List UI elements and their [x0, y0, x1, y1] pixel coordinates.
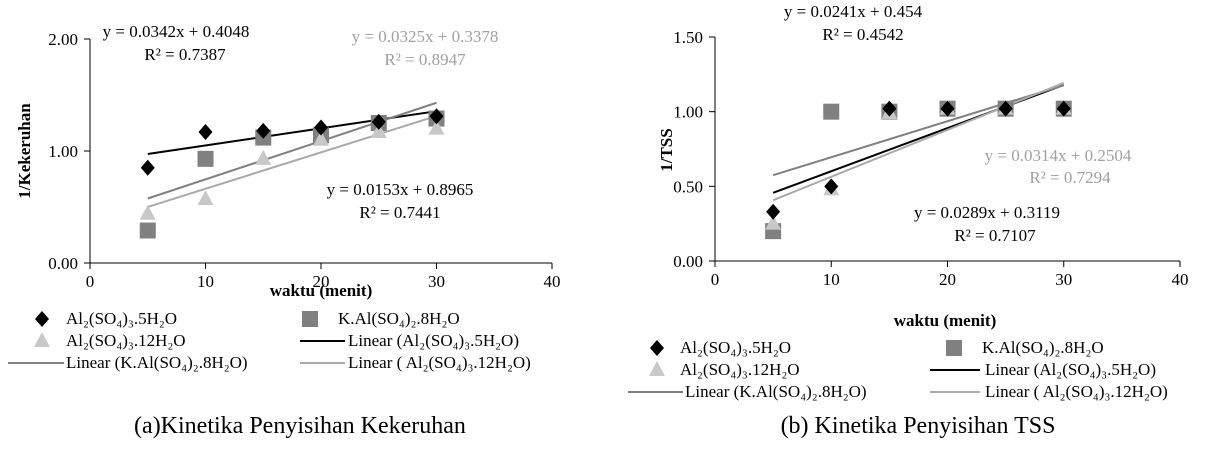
trendline-al12: [147, 115, 437, 208]
y-tick-label: 0.00: [673, 252, 703, 271]
legend-label-linear-k8: Linear (K.Al(SO₄)₂.8H₂O): [66, 353, 248, 372]
y-tick-label: 0.50: [673, 177, 703, 196]
x-axis-title: waktu (menit): [894, 311, 996, 330]
point-al5: [1056, 100, 1071, 117]
equation-al5: y = 0.0153x + 0.8965: [327, 180, 474, 199]
equation-k8: y = 0.0342x + 0.4048: [103, 22, 250, 41]
x-tick-label: 0: [711, 270, 720, 289]
equation-k8: y = 0.0241x + 0.454: [784, 2, 923, 21]
legend-label-al5: Al₂(SO₄)₃.5H₂O: [680, 338, 791, 357]
x-tick-label: 0: [86, 272, 95, 291]
point-al5: [998, 100, 1013, 117]
legend-label-linear-al12: Linear ( Al₂(SO₄)₃.12H₂O): [348, 353, 531, 372]
r-squared-al12: R² = 0.8947: [384, 50, 466, 69]
legend-label-linear-al5: Linear (Al₂(SO₄)₃.5H₂O): [348, 331, 519, 350]
point-al5: [824, 178, 839, 195]
r-squared-k8: R² = 0.4542: [822, 25, 903, 44]
point-k8: [197, 150, 214, 167]
r-squared-al5: R² = 0.7107: [954, 226, 1036, 245]
legend-label-al5: Al₂(SO₄)₃.5H₂O: [66, 309, 177, 328]
equation-al12: y = 0.0314x + 0.2504: [985, 146, 1132, 165]
legend-marker-al12: [649, 361, 665, 376]
chart-tss: 0 10 20 30 40 0.00 0.50 1.00 1.50 waktu (menit) 1/…: [628, 2, 1189, 439]
trendline-al12: [772, 82, 1065, 202]
x-tick-label: 20: [313, 272, 330, 291]
chart-kekeruhan: 0 10 20 30 40 0.00 1.00 2.00 waktu (menit) 1/Keke…: [8, 22, 561, 439]
point-al5: [766, 203, 781, 220]
point-al12: [428, 119, 445, 135]
point-al12: [313, 130, 329, 146]
y-tick-label: 1.00: [48, 142, 78, 161]
legend-marker-al5: [650, 340, 664, 356]
equation-al12: y = 0.0325x + 0.3378: [352, 27, 499, 46]
legend-label-al12: Al₂(SO₄)₃.12H₂O: [66, 331, 186, 350]
trendline-k8: [772, 84, 1065, 177]
x-tick-label: 30: [428, 272, 445, 291]
point-al12: [765, 214, 782, 230]
point-al5: [198, 123, 213, 140]
equation-al5: y = 0.0289x + 0.3119: [914, 203, 1060, 222]
point-al5: [371, 113, 386, 130]
legend: Al₂(SO₄)₃.5H₂O K.Al(SO₄)₂.8H₂O Al₂(SO₄)₃.…: [8, 309, 531, 372]
x-tick-label: 40: [544, 272, 561, 291]
y-tick-label: 1.00: [673, 103, 703, 122]
y-tick-label: 2.00: [48, 30, 78, 49]
point-al12: [370, 122, 387, 138]
point-al5: [140, 159, 155, 176]
x-tick-label: 10: [823, 270, 840, 289]
point-al5: [882, 100, 897, 117]
x-tick-label: 20: [939, 270, 956, 289]
x-tick-label: 10: [197, 272, 214, 291]
r-squared-al5: R² = 0.7441: [359, 203, 440, 222]
x-tick-label: 30: [1055, 270, 1072, 289]
legend-label-linear-al12: Linear ( Al₂(SO₄)₃.12H₂O): [985, 382, 1168, 401]
x-tick-label: 40: [1172, 270, 1189, 289]
point-al5: [429, 108, 444, 125]
legend-label-k8: K.Al(SO₄)₂.8H₂O: [338, 309, 460, 328]
legend-label-linear-al5: Linear (Al₂(SO₄)₃.5H₂O): [985, 360, 1156, 379]
legend-marker-al5: [35, 311, 49, 327]
y-tick-label: 0.00: [48, 254, 78, 273]
r-squared-k8: R² = 0.7387: [144, 45, 226, 64]
legend-label-k8: K.Al(SO₄)₂.8H₂O: [982, 338, 1104, 357]
r-squared-al12: R² = 0.7294: [1029, 168, 1111, 187]
chart-caption: (b) Kinetika Penyisihan TSS: [781, 413, 1056, 439]
y-axis-title: 1/Kekeruhan: [15, 103, 34, 199]
point-al5: [314, 119, 328, 136]
legend-label-al12: Al₂(SO₄)₃.12H₂O: [680, 360, 800, 379]
point-k8: [823, 103, 840, 120]
trendline-k8: [147, 101, 437, 200]
legend-label-linear-k8: Linear (K.Al(SO₄)₂.8H₂O): [685, 382, 867, 401]
point-al5: [256, 122, 271, 139]
point-k8: [139, 222, 156, 239]
chart-caption: (a)Kinetika Penyisihan Kekeruhan: [134, 413, 466, 439]
point-al12: [255, 149, 272, 165]
point-al12: [139, 204, 156, 220]
point-al5: [940, 100, 955, 117]
y-tick-label: 1.50: [673, 28, 703, 47]
legend: Al₂(SO₄)₃.5H₂O K.Al(SO₄)₂.8H₂O Al₂(SO₄)₃.…: [628, 338, 1168, 401]
legend-marker-al12: [34, 332, 50, 347]
point-al12: [197, 190, 214, 206]
legend-marker-k8: [302, 311, 318, 327]
x-axis-title: waktu (menit): [270, 281, 372, 300]
y-axis-title: 1/TSS: [657, 128, 676, 171]
legend-marker-k8: [946, 340, 962, 356]
